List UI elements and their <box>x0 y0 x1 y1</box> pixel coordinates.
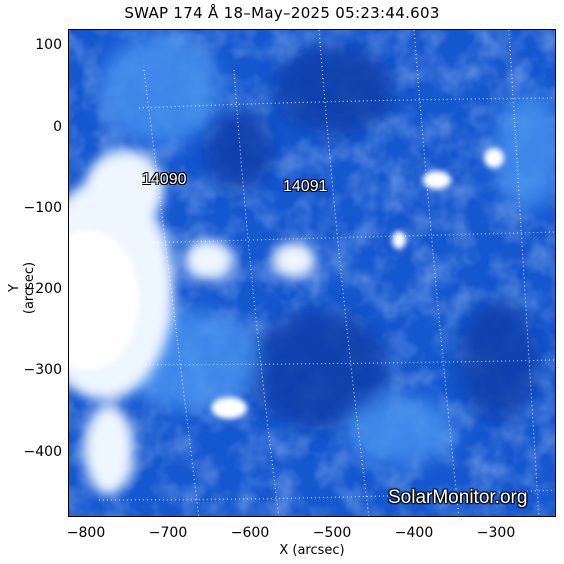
y-axis-label: Y (arcsec) <box>7 261 37 315</box>
y-tick-label: −200 <box>23 281 62 297</box>
active-region-label: 14091 <box>283 178 328 195</box>
x-tick-label: −400 <box>394 525 434 541</box>
y-tick-label: −400 <box>23 444 62 460</box>
active-region-label: 14090 <box>142 171 187 188</box>
x-tick-label: −600 <box>230 525 270 541</box>
y-tick-label: −100 <box>23 200 62 216</box>
x-tick-label: −500 <box>312 525 352 541</box>
x-tick-label: −800 <box>66 525 106 541</box>
x-axis-label: X (arcsec) <box>279 543 345 558</box>
solar-image-panel <box>68 29 556 517</box>
image-title: SWAP 174 Å 18–May–2025 05:23:44.603 <box>124 4 440 22</box>
watermark: SolarMonitor.org <box>388 487 528 508</box>
y-tick-label: 100 <box>35 37 62 53</box>
x-tick-label: −300 <box>476 525 516 541</box>
solar-euv-image <box>69 30 555 516</box>
y-tick-label: −300 <box>23 362 62 378</box>
y-tick-label: 0 <box>53 119 62 135</box>
x-tick-label: −700 <box>148 525 188 541</box>
